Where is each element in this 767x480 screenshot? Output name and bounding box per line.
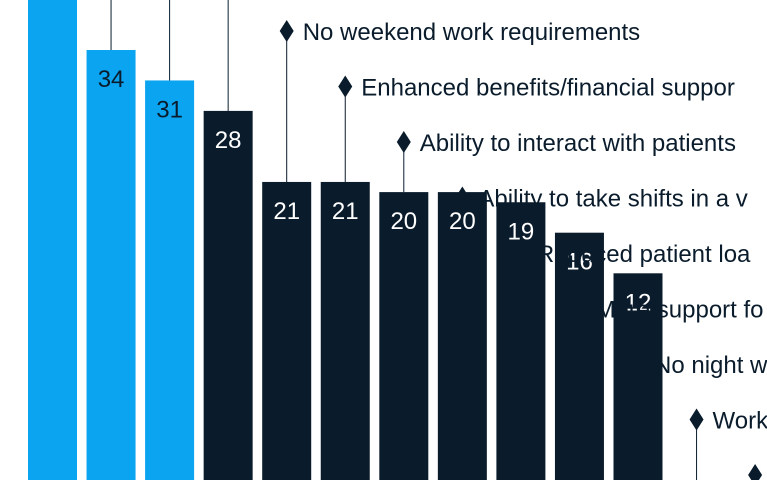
bar-3 <box>203 110 253 480</box>
bar-value-label-2: 31 <box>156 96 183 123</box>
bar-value-label-3: 28 <box>215 127 242 154</box>
bar-value-label-10: 12 <box>625 289 652 316</box>
category-label-7: Ability to take shifts in a v <box>478 186 747 213</box>
bar-2 <box>145 80 195 480</box>
bar-0 <box>28 0 77 480</box>
diamond-marker-9 <box>572 297 587 320</box>
category-labels: No weekend work requirements Enhanced ben… <box>279 19 767 480</box>
category-label-9: More support fo <box>595 297 763 324</box>
bar-9 <box>554 232 604 480</box>
bar-value-label-1: 34 <box>98 66 125 93</box>
diamond-marker-5 <box>338 75 353 98</box>
category-label-4: No weekend work requirements <box>303 19 641 46</box>
bar-1 <box>86 50 136 480</box>
bar-6 <box>379 192 429 480</box>
category-label-10: No night w <box>654 352 767 379</box>
category-label-11: Work <box>713 408 767 435</box>
diamond-marker-6 <box>396 131 411 153</box>
bars: 34 31 28 21 21 20 20 19 16 12 <box>28 0 663 480</box>
diamond-marker-4 <box>279 20 294 42</box>
bar-value-label-9: 16 <box>566 249 593 276</box>
bar-value-label-5: 21 <box>332 198 359 225</box>
bar-value-label-6: 20 <box>390 208 417 235</box>
category-label-6: Ability to interact with patients <box>420 130 736 157</box>
bar-value-label-8: 19 <box>508 218 535 245</box>
bar-7 <box>437 192 487 480</box>
bar-4 <box>262 181 312 480</box>
diamond-marker-11 <box>689 408 704 431</box>
bar-10 <box>613 273 663 480</box>
diamond-marker-12 <box>748 464 763 480</box>
category-label-8: Reduced patient loa <box>537 241 751 268</box>
bar-5 <box>320 181 370 480</box>
diamond-marker-7 <box>455 186 470 209</box>
diamond-marker-10 <box>631 353 645 375</box>
diamond-marker-8 <box>513 242 528 264</box>
bar-value-label-4: 21 <box>273 198 300 225</box>
category-label-5: Enhanced benefits/financial suppor <box>361 75 735 102</box>
bar-value-label-7: 20 <box>449 208 476 235</box>
